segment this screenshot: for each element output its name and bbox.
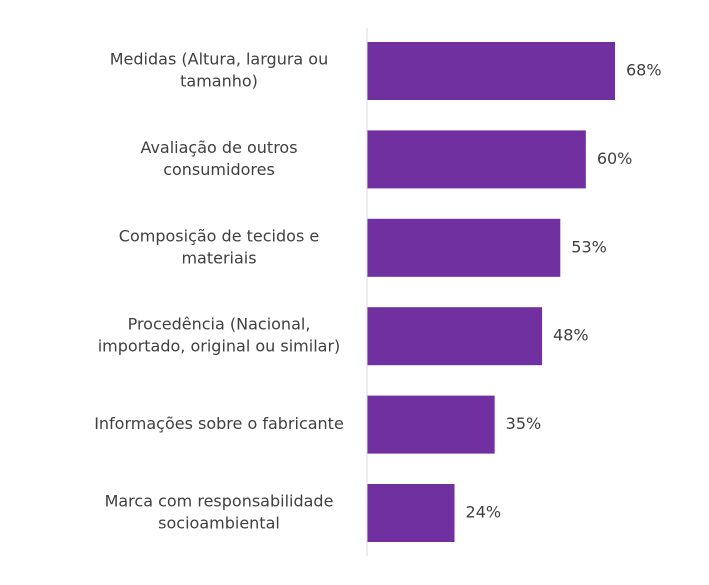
category-label-1: Medidas (Altura, largura ou tamanho) xyxy=(110,50,328,91)
category-label-line: Informações sobre o fabricante xyxy=(94,414,344,433)
bars-group xyxy=(367,42,615,542)
category-label-line: tamanho) xyxy=(180,72,258,91)
category-label-line: materiais xyxy=(181,248,256,267)
category-label-6: Marca com responsabilidade socioambiental xyxy=(105,492,334,533)
category-label-5: Informações sobre o fabricante xyxy=(94,414,344,433)
category-labels-group: Medidas (Altura, largura ou tamanho) Avali… xyxy=(94,50,344,533)
value-label-1: 68% xyxy=(626,61,662,80)
value-label-4: 48% xyxy=(553,326,589,345)
value-labels-group: 68% 60% 53% 48% 35% 24% xyxy=(466,61,662,522)
bar-6 xyxy=(367,484,455,542)
category-label-line: importado, original ou similar) xyxy=(98,337,341,356)
value-label-6: 24% xyxy=(466,503,502,522)
category-label-line: socioambiental xyxy=(158,514,280,533)
category-label-line: Procedência (Nacional, xyxy=(128,315,311,334)
category-label-2: Avaliação de outros consumidores xyxy=(140,138,297,179)
bar-1 xyxy=(367,42,615,100)
category-label-line: consumidores xyxy=(163,160,275,179)
category-label-3: Composição de tecidos e materiais xyxy=(119,226,319,267)
category-label-line: Composição de tecidos e xyxy=(119,226,319,245)
category-label-4: Procedência (Nacional, importado, origina… xyxy=(98,315,341,356)
category-label-line: Avaliação de outros xyxy=(140,138,297,157)
category-label-line: Marca com responsabilidade xyxy=(105,492,334,511)
category-label-line: Medidas (Altura, largura ou xyxy=(110,50,328,69)
value-label-2: 60% xyxy=(597,149,633,168)
bar-2 xyxy=(367,130,586,189)
bar-5 xyxy=(367,395,495,454)
bar-4 xyxy=(367,307,543,366)
value-label-5: 35% xyxy=(506,414,542,433)
bar-3 xyxy=(367,218,561,277)
value-label-3: 53% xyxy=(571,237,607,256)
